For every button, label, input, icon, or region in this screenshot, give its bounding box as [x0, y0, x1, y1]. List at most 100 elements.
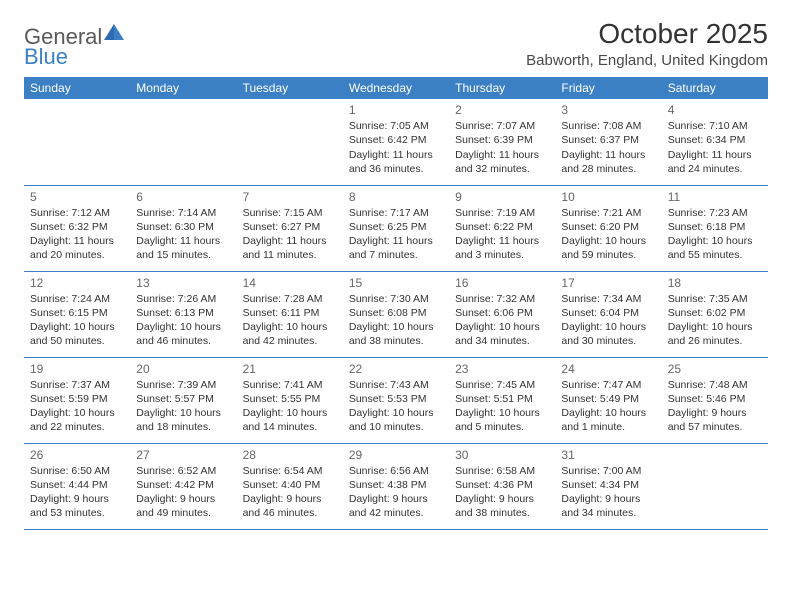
logo-word-2: Blue — [24, 44, 68, 70]
day-number: 26 — [30, 447, 124, 463]
daylight-line: Daylight: 11 hours and 11 minutes. — [243, 234, 337, 262]
calendar-cell: 14Sunrise: 7:28 AMSunset: 6:11 PMDayligh… — [237, 271, 343, 357]
sunrise-line: Sunrise: 7:21 AM — [561, 206, 655, 220]
day-number: 20 — [136, 361, 230, 377]
daylight-line: Daylight: 11 hours and 7 minutes. — [349, 234, 443, 262]
calendar-cell: 8Sunrise: 7:17 AMSunset: 6:25 PMDaylight… — [343, 185, 449, 271]
day-header: Sunday — [24, 77, 130, 99]
sunrise-line: Sunrise: 7:28 AM — [243, 292, 337, 306]
sunset-line: Sunset: 6:27 PM — [243, 220, 337, 234]
calendar-cell: 5Sunrise: 7:12 AMSunset: 6:32 PMDaylight… — [24, 185, 130, 271]
day-number: 27 — [136, 447, 230, 463]
sunrise-line: Sunrise: 7:34 AM — [561, 292, 655, 306]
sunset-line: Sunset: 6:32 PM — [30, 220, 124, 234]
daylight-line: Daylight: 10 hours and 46 minutes. — [136, 320, 230, 348]
sunset-line: Sunset: 4:34 PM — [561, 478, 655, 492]
sunset-line: Sunset: 4:42 PM — [136, 478, 230, 492]
sunrise-line: Sunrise: 7:45 AM — [455, 378, 549, 392]
sunset-line: Sunset: 4:36 PM — [455, 478, 549, 492]
day-header: Friday — [555, 77, 661, 99]
calendar-cell: 15Sunrise: 7:30 AMSunset: 6:08 PMDayligh… — [343, 271, 449, 357]
day-number: 1 — [349, 102, 443, 118]
sunset-line: Sunset: 6:39 PM — [455, 133, 549, 147]
calendar-cell: 27Sunrise: 6:52 AMSunset: 4:42 PMDayligh… — [130, 443, 236, 529]
sunrise-line: Sunrise: 7:14 AM — [136, 206, 230, 220]
day-number: 31 — [561, 447, 655, 463]
sunrise-line: Sunrise: 7:47 AM — [561, 378, 655, 392]
sunset-line: Sunset: 6:18 PM — [668, 220, 762, 234]
calendar-cell: 9Sunrise: 7:19 AMSunset: 6:22 PMDaylight… — [449, 185, 555, 271]
calendar-cell: 24Sunrise: 7:47 AMSunset: 5:49 PMDayligh… — [555, 357, 661, 443]
sunset-line: Sunset: 6:34 PM — [668, 133, 762, 147]
sunrise-line: Sunrise: 7:30 AM — [349, 292, 443, 306]
daylight-line: Daylight: 10 hours and 10 minutes. — [349, 406, 443, 434]
day-number: 24 — [561, 361, 655, 377]
sunset-line: Sunset: 6:42 PM — [349, 133, 443, 147]
calendar-cell: 19Sunrise: 7:37 AMSunset: 5:59 PMDayligh… — [24, 357, 130, 443]
sunrise-line: Sunrise: 6:50 AM — [30, 464, 124, 478]
sunrise-line: Sunrise: 7:17 AM — [349, 206, 443, 220]
day-header: Saturday — [662, 77, 768, 99]
sunset-line: Sunset: 6:25 PM — [349, 220, 443, 234]
sunrise-line: Sunrise: 7:05 AM — [349, 119, 443, 133]
daylight-line: Daylight: 10 hours and 59 minutes. — [561, 234, 655, 262]
calendar-row: 12Sunrise: 7:24 AMSunset: 6:15 PMDayligh… — [24, 271, 768, 357]
sunrise-line: Sunrise: 7:08 AM — [561, 119, 655, 133]
sunset-line: Sunset: 5:59 PM — [30, 392, 124, 406]
daylight-line: Daylight: 9 hours and 42 minutes. — [349, 492, 443, 520]
daylight-line: Daylight: 9 hours and 57 minutes. — [668, 406, 762, 434]
day-number: 15 — [349, 275, 443, 291]
bottom-rule — [24, 529, 768, 530]
sunset-line: Sunset: 6:04 PM — [561, 306, 655, 320]
calendar-cell: 1Sunrise: 7:05 AMSunset: 6:42 PMDaylight… — [343, 99, 449, 185]
day-header: Tuesday — [237, 77, 343, 99]
calendar-cell: 31Sunrise: 7:00 AMSunset: 4:34 PMDayligh… — [555, 443, 661, 529]
daylight-line: Daylight: 11 hours and 24 minutes. — [668, 148, 762, 176]
calendar-cell: 11Sunrise: 7:23 AMSunset: 6:18 PMDayligh… — [662, 185, 768, 271]
calendar-cell: 20Sunrise: 7:39 AMSunset: 5:57 PMDayligh… — [130, 357, 236, 443]
calendar-table: SundayMondayTuesdayWednesdayThursdayFrid… — [24, 77, 768, 529]
calendar-cell: 2Sunrise: 7:07 AMSunset: 6:39 PMDaylight… — [449, 99, 555, 185]
sunrise-line: Sunrise: 7:15 AM — [243, 206, 337, 220]
sunrise-line: Sunrise: 7:00 AM — [561, 464, 655, 478]
day-number: 25 — [668, 361, 762, 377]
logo-triangle-icon — [104, 24, 124, 40]
calendar-cell: 25Sunrise: 7:48 AMSunset: 5:46 PMDayligh… — [662, 357, 768, 443]
calendar-cell: 17Sunrise: 7:34 AMSunset: 6:04 PMDayligh… — [555, 271, 661, 357]
sunset-line: Sunset: 6:13 PM — [136, 306, 230, 320]
daylight-line: Daylight: 11 hours and 28 minutes. — [561, 148, 655, 176]
calendar-cell: 16Sunrise: 7:32 AMSunset: 6:06 PMDayligh… — [449, 271, 555, 357]
day-header-row: SundayMondayTuesdayWednesdayThursdayFrid… — [24, 77, 768, 99]
sunrise-line: Sunrise: 7:23 AM — [668, 206, 762, 220]
daylight-line: Daylight: 10 hours and 22 minutes. — [30, 406, 124, 434]
month-title: October 2025 — [526, 18, 768, 50]
daylight-line: Daylight: 9 hours and 53 minutes. — [30, 492, 124, 520]
daylight-line: Daylight: 10 hours and 26 minutes. — [668, 320, 762, 348]
title-block: October 2025 Babworth, England, United K… — [526, 18, 768, 69]
sunset-line: Sunset: 5:46 PM — [668, 392, 762, 406]
calendar-row: 26Sunrise: 6:50 AMSunset: 4:44 PMDayligh… — [24, 443, 768, 529]
sunset-line: Sunset: 4:38 PM — [349, 478, 443, 492]
day-number: 9 — [455, 189, 549, 205]
sunset-line: Sunset: 6:37 PM — [561, 133, 655, 147]
sunset-line: Sunset: 5:49 PM — [561, 392, 655, 406]
calendar-cell-empty — [24, 99, 130, 185]
day-number: 29 — [349, 447, 443, 463]
daylight-line: Daylight: 10 hours and 18 minutes. — [136, 406, 230, 434]
calendar-cell: 30Sunrise: 6:58 AMSunset: 4:36 PMDayligh… — [449, 443, 555, 529]
sunset-line: Sunset: 5:55 PM — [243, 392, 337, 406]
calendar-cell: 12Sunrise: 7:24 AMSunset: 6:15 PMDayligh… — [24, 271, 130, 357]
day-number: 30 — [455, 447, 549, 463]
daylight-line: Daylight: 9 hours and 38 minutes. — [455, 492, 549, 520]
sunset-line: Sunset: 4:44 PM — [30, 478, 124, 492]
header: General October 2025 Babworth, England, … — [24, 18, 768, 69]
calendar-cell: 10Sunrise: 7:21 AMSunset: 6:20 PMDayligh… — [555, 185, 661, 271]
sunrise-line: Sunrise: 6:58 AM — [455, 464, 549, 478]
sunrise-line: Sunrise: 6:54 AM — [243, 464, 337, 478]
sunrise-line: Sunrise: 7:39 AM — [136, 378, 230, 392]
sunset-line: Sunset: 5:51 PM — [455, 392, 549, 406]
calendar-row: 1Sunrise: 7:05 AMSunset: 6:42 PM Daylight… — [24, 99, 768, 185]
sunrise-line: Sunrise: 7:37 AM — [30, 378, 124, 392]
sunrise-line: Sunrise: 7:35 AM — [668, 292, 762, 306]
day-number: 23 — [455, 361, 549, 377]
